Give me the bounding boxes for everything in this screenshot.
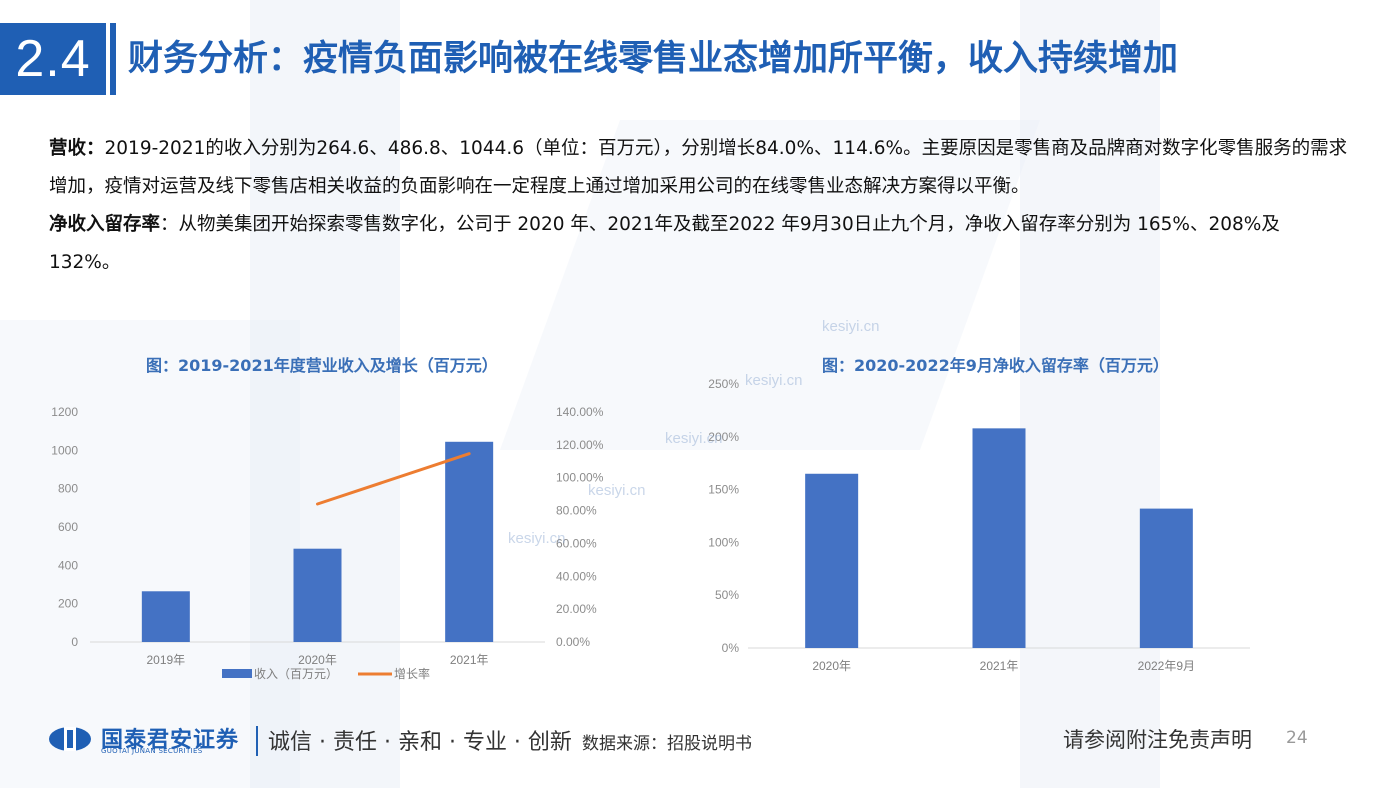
y-tick-label-left: 0 <box>71 635 78 649</box>
company-slogan: 诚信 · 责任 · 亲和 · 专业 · 创新 <box>268 730 572 755</box>
y-tick-label-right: 100.00% <box>556 471 604 485</box>
company-logo-icon <box>49 727 91 751</box>
company-name-en: GUOTAI JUNAN SECURITIES <box>101 747 203 755</box>
y-tick-label-left: 400 <box>58 558 78 572</box>
y-tick-label-right: 140.00% <box>556 405 604 419</box>
x-tick-label: 2021年 <box>450 653 489 667</box>
disclaimer-link[interactable]: 请参阅附注免责声明 <box>1063 728 1252 752</box>
x-tick-label: 2021年 <box>980 659 1019 673</box>
body-text: 营收：2019-2021的收入分别为264.6、486.8、1044.6（单位：… <box>49 130 1349 282</box>
legend-label-revenue: 收入（百万元） <box>254 667 338 681</box>
y-tick-label: 0% <box>722 641 740 655</box>
section-divider <box>110 23 116 95</box>
watermark: kesiyi.cn <box>665 430 723 447</box>
x-tick-label: 2019年 <box>146 653 185 667</box>
retention-bar <box>1139 508 1193 648</box>
retention-paragraph: 净收入留存率：从物美集团开始探索零售数字化，公司于 2020 年、2021年及截… <box>49 206 1349 282</box>
legend-label-growth: 增长率 <box>394 666 430 681</box>
revenue-bar <box>293 548 342 642</box>
y-tick-label-right: 60.00% <box>556 536 597 550</box>
slide-footer: 国泰君安证券 GUOTAI JUNAN SECURITIES 诚信 · 责任 ·… <box>0 712 1400 772</box>
slide-header: 2.4 财务分析：疫情负面影响被在线零售业态增加所平衡，收入持续增加 <box>0 23 1400 95</box>
chart2-title: 图：2020-2022年9月净收入留存率（百万元） <box>822 356 1169 375</box>
chart1-title: 图：2019-2021年度营业收入及增长（百万元） <box>146 356 498 375</box>
y-tick-label-right: 40.00% <box>556 569 597 583</box>
footer-divider <box>256 726 258 756</box>
watermark: kesiyi.cn <box>822 318 880 335</box>
revenue-bar <box>141 591 190 642</box>
retention-label: 净收入留存率 <box>49 214 161 235</box>
x-tick-label: 2022年9月 <box>1138 659 1195 673</box>
slide-title: 财务分析：疫情负面影响被在线零售业态增加所平衡，收入持续增加 <box>128 39 1179 79</box>
y-tick-label: 100% <box>708 535 739 549</box>
y-tick-label: 200% <box>708 430 739 444</box>
y-tick-label: 150% <box>708 483 739 497</box>
revenue-paragraph: 营收：2019-2021的收入分别为264.6、486.8、1044.6（单位：… <box>49 130 1349 206</box>
y-tick-label: 250% <box>708 377 739 391</box>
y-tick-label-left: 1000 <box>51 443 78 457</box>
watermark: kesiyi.cn <box>508 530 566 547</box>
section-number: 2.4 <box>0 23 106 95</box>
page-number: 24 <box>1286 728 1308 748</box>
revenue-text: 2019-2021的收入分别为264.6、486.8、1044.6（单位：百万元… <box>49 138 1348 197</box>
watermark: kesiyi.cn <box>745 372 803 389</box>
y-tick-label-right: 80.00% <box>556 504 597 518</box>
y-tick-label-left: 200 <box>58 597 78 611</box>
growth-rate-line <box>316 452 471 506</box>
y-tick-label-right: 20.00% <box>556 602 597 616</box>
y-tick-label-right: 0.00% <box>556 635 590 649</box>
legend-swatch-revenue <box>222 669 252 678</box>
x-tick-label: 2020年 <box>812 659 851 673</box>
x-tick-label: 2020年 <box>298 653 337 667</box>
revenue-label: 营收： <box>49 138 105 159</box>
y-tick-label-left: 800 <box>58 482 78 496</box>
y-tick-label: 50% <box>715 588 739 602</box>
y-tick-label-left: 600 <box>58 520 78 534</box>
data-source: 数据来源：招股说明书 <box>582 734 752 754</box>
y-tick-label-right: 120.00% <box>556 438 604 452</box>
watermark: kesiyi.cn <box>588 482 646 499</box>
retention-bar <box>972 428 1026 648</box>
retention-bar <box>805 473 859 648</box>
retention-text: ：从物美集团开始探索零售数字化，公司于 2020 年、2021年及截至2022 … <box>49 214 1280 273</box>
company-name: 国泰君安证券 <box>101 728 240 753</box>
y-tick-label-left: 1200 <box>51 405 78 419</box>
revenue-bar <box>445 441 494 642</box>
